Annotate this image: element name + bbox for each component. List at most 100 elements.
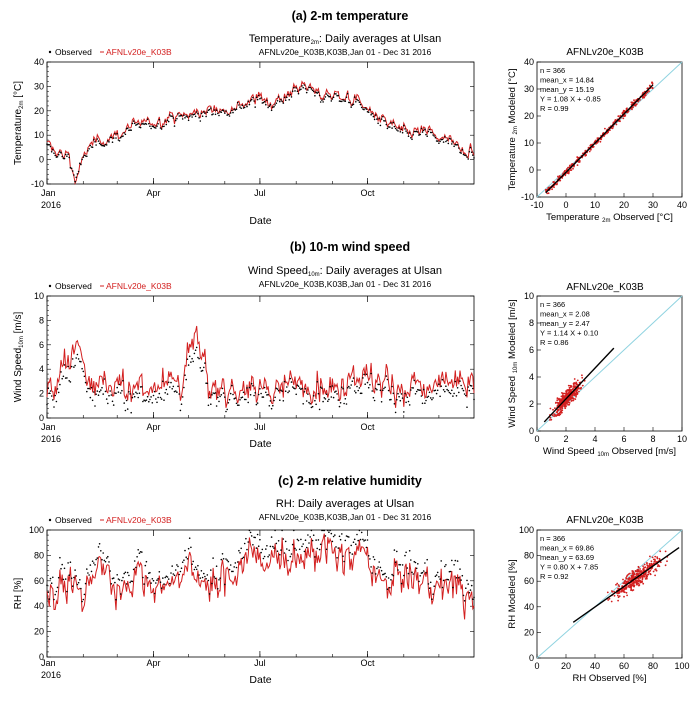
- observed-point: [458, 391, 460, 394]
- scatter-point: [606, 591, 609, 594]
- observed-point: [329, 95, 331, 98]
- observed-point: [111, 400, 114, 403]
- observed-point: [357, 389, 360, 392]
- observed-point: [348, 101, 350, 104]
- observed-point: [119, 392, 122, 394]
- observed-point: [46, 584, 48, 586]
- observed-point: [221, 387, 224, 390]
- scatter-point: [639, 568, 641, 570]
- observed-point: [118, 579, 121, 581]
- observed-point: [417, 563, 419, 565]
- panel-heading: (c) 2-m relative humidity: [278, 474, 422, 488]
- observed-point: [284, 540, 287, 543]
- scatter-stat: Y = 1.14 X + 0.10: [540, 329, 598, 338]
- observed-point: [304, 539, 307, 541]
- observed-point: [210, 107, 212, 109]
- scatter-point: [594, 139, 597, 142]
- observed-point: [309, 403, 312, 405]
- observed-point: [405, 130, 407, 132]
- scatter-point: [569, 390, 572, 393]
- observed-point: [133, 560, 136, 562]
- observed-point: [432, 593, 434, 595]
- observed-point: [56, 388, 59, 390]
- observed-point: [300, 88, 302, 90]
- observed-point: [133, 122, 136, 125]
- observed-point: [143, 583, 145, 585]
- observed-point: [463, 600, 466, 602]
- observed-point: [465, 154, 467, 157]
- observed-point: [201, 115, 204, 117]
- scatter-point: [645, 576, 647, 578]
- scatter-point: [576, 391, 578, 394]
- observed-point: [367, 386, 370, 389]
- scatter-point: [575, 395, 577, 398]
- observed-point: [239, 399, 241, 401]
- observed-point: [325, 393, 328, 396]
- scatter-point: [639, 579, 641, 582]
- observed-point: [47, 387, 49, 389]
- observed-point: [240, 107, 242, 110]
- observed-point: [54, 154, 56, 157]
- observed-point: [173, 390, 176, 393]
- observed-point: [303, 84, 306, 86]
- legend-modeled-label: AFNLv20e_K03B: [106, 515, 172, 525]
- observed-point: [425, 399, 427, 402]
- observed-point: [256, 98, 259, 101]
- observed-point: [356, 98, 358, 101]
- observed-point: [185, 556, 187, 558]
- observed-point: [228, 115, 231, 117]
- observed-point: [205, 578, 207, 580]
- observed-point: [94, 564, 96, 566]
- observed-point: [172, 385, 175, 388]
- observed-point: [267, 393, 269, 396]
- chart-subtitle: AFNLv20e_K03B,K03B,Jan 01 - Dec 31 2016: [259, 512, 432, 522]
- scatter-point: [617, 115, 620, 118]
- observed-point: [399, 131, 402, 133]
- observed-point: [294, 547, 296, 550]
- observed-point: [364, 539, 367, 541]
- observed-point: [172, 573, 175, 575]
- observed-point: [57, 391, 60, 394]
- scatter-point: [648, 563, 651, 565]
- scatter-point: [576, 156, 579, 158]
- observed-point: [174, 569, 177, 571]
- observed-point: [59, 556, 61, 559]
- observed-point: [112, 137, 115, 139]
- observed-point: [302, 543, 305, 545]
- x-tick-label: Apr: [146, 658, 160, 668]
- scatter-point: [565, 405, 567, 408]
- x-tick-label: Jul: [254, 658, 266, 668]
- scatter-point: [578, 161, 581, 163]
- observed-point: [460, 579, 462, 581]
- observed-point: [398, 395, 400, 398]
- modeled-series-line: [46, 325, 475, 408]
- observed-point: [401, 397, 404, 399]
- observed-point: [68, 156, 70, 159]
- observed-point: [454, 380, 457, 383]
- observed-point: [190, 114, 192, 116]
- scatter-point: [648, 90, 650, 93]
- observed-point: [171, 115, 173, 118]
- observed-point: [174, 119, 177, 122]
- scatter-y-tick-label: 8: [529, 318, 534, 328]
- observed-point: [268, 105, 271, 107]
- observed-point: [100, 550, 102, 552]
- observed-point: [407, 572, 410, 575]
- observed-point: [383, 573, 385, 575]
- scatter-point: [604, 127, 606, 130]
- observed-point: [152, 125, 155, 128]
- observed-point: [341, 533, 343, 535]
- observed-point: [213, 109, 216, 111]
- observed-point: [301, 545, 303, 548]
- scatter-point: [636, 574, 639, 577]
- observed-point: [365, 373, 368, 376]
- observed-point: [315, 91, 317, 94]
- observed-point: [473, 596, 475, 599]
- observed-point: [343, 100, 345, 102]
- scatter-point: [618, 585, 621, 588]
- observed-point: [103, 559, 106, 562]
- observed-point: [253, 394, 255, 397]
- observed-point: [79, 579, 81, 581]
- observed-point: [261, 396, 264, 398]
- scatter-point: [581, 152, 584, 155]
